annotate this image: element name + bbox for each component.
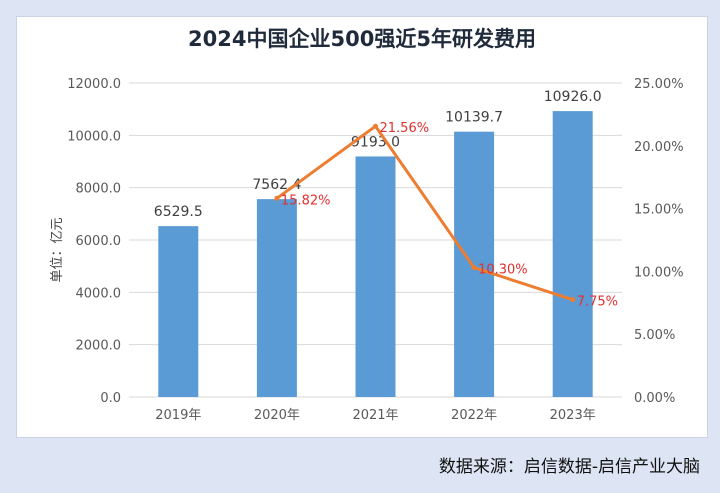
y-right-tick-label: 10.00%	[634, 265, 684, 280]
bar	[552, 111, 593, 397]
x-tick-label: 2019年	[155, 408, 201, 423]
y-right-tick-label: 25.00%	[634, 77, 684, 92]
x-tick-label: 2022年	[451, 408, 497, 423]
y-left-tick-label: 8000.0	[76, 182, 122, 197]
bar-value-label: 9193.0	[351, 134, 400, 150]
growth-value-label: 10.30%	[478, 263, 528, 278]
y-left-tick-label: 2000.0	[76, 339, 122, 354]
growth-point	[274, 195, 280, 201]
y-left-tick-label: 12000.0	[67, 77, 121, 92]
y-left-tick-label: 10000.0	[67, 129, 121, 144]
growth-point	[471, 265, 477, 271]
growth-point	[373, 123, 378, 129]
y-left-tick-label: 4000.0	[76, 286, 122, 301]
y-right-tick-label: 15.00%	[634, 203, 684, 218]
x-tick-label: 2023年	[550, 408, 596, 423]
bar	[256, 199, 297, 397]
bar	[158, 226, 199, 397]
growth-value-label: 15.82%	[281, 193, 331, 208]
bar	[355, 156, 396, 397]
y-left-tick-label: 6000.0	[76, 234, 122, 249]
y-axis-label: 单位：亿元	[50, 217, 65, 282]
growth-value-label: 7.75%	[577, 295, 618, 310]
chart-title: 2024中国企业500强近5年研发费用	[188, 27, 536, 51]
bar-value-label: 6529.5	[154, 204, 203, 220]
growth-line	[276, 124, 574, 302]
x-tick-label: 2021年	[352, 408, 398, 423]
bar-value-label: 10926.0	[544, 89, 602, 105]
y-left-tick-label: 0.0	[100, 391, 121, 406]
combo-chart: 0.0 2000.0 4000.0 6000.0 8000.0 10000.0 12000.…	[50, 77, 684, 423]
bar-value-label: 10139.7	[445, 110, 503, 126]
growth-point	[570, 297, 576, 303]
source-note: 数据来源：启信数据-启信产业大脑	[438, 457, 700, 477]
chart-panel: 2024中国企业500强近5年研发费用 0.0 2000.0 4000.0 6000.…	[16, 16, 708, 438]
bar	[454, 131, 495, 397]
y-right-tick-label: 20.00%	[634, 140, 684, 155]
x-tick-label: 2020年	[254, 408, 300, 423]
y-right-tick-label: 0.00%	[634, 391, 675, 406]
growth-value-label: 21.56%	[380, 121, 430, 136]
y-right-tick-label: 5.00%	[634, 328, 675, 343]
